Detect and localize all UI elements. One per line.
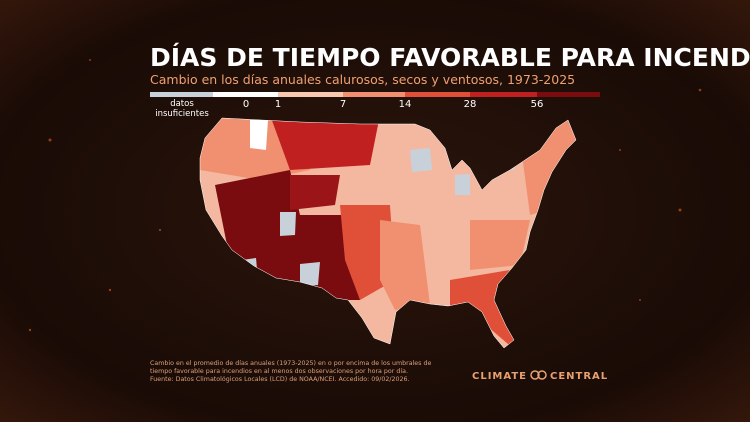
embers [28,59,702,332]
legend-swatch [343,92,405,97]
legend-label: datos [170,99,194,109]
legend-swatch [537,92,600,97]
footnote: tiempo favorable para incendios en al me… [150,367,408,375]
legend: datos insuficientes 0 1 7 14 28 56 [150,92,600,119]
legend-swatch [405,92,470,97]
legend-tick: 56 [531,99,544,110]
legend-tick: 7 [340,99,346,110]
legend-label: insuficientes [155,109,209,119]
legend-tick: 1 [275,99,281,110]
legend-tick: 14 [399,99,412,110]
legend-swatch [470,92,537,97]
footnote: Cambio en el promedio de días anuales (1… [150,359,431,367]
legend-swatch [278,92,343,97]
title: DÍAS DE TIEMPO FAVORABLE PARA INCENDIOS [150,43,750,72]
logo-text: CENTRAL [550,371,608,382]
logo-text: CLIMATE [472,371,527,382]
legend-swatch [150,92,213,97]
subtitle: Cambio en los días anuales calurosos, se… [150,72,575,87]
legend-swatch [213,92,278,97]
logo: CLIMATE CENTRAL [472,370,608,382]
footnote: Fuente: Datos Climatológicos Locales (LC… [150,375,410,383]
legend-tick: 0 [243,99,249,110]
legend-tick: 28 [464,99,477,110]
